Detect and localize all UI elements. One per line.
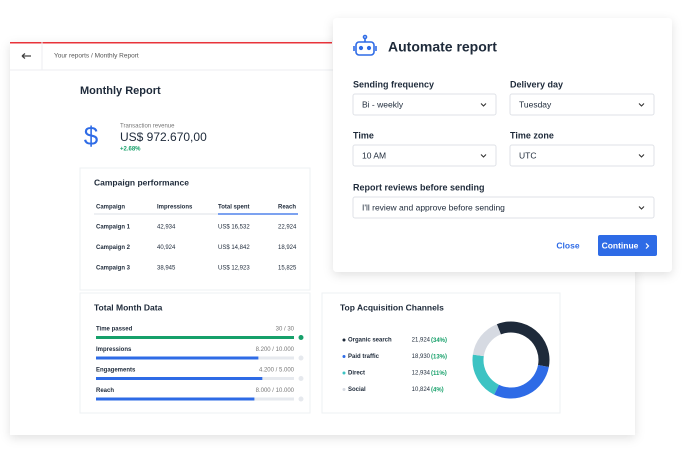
continue-chevron (645, 243, 650, 249)
dollar-icon: $ (84, 121, 99, 151)
chevron (480, 103, 487, 107)
table-cell: US$ 12,923 (218, 266, 250, 272)
table-cell: US$ 14,842 (218, 245, 250, 251)
progress-label: Impressions (96, 347, 132, 353)
report-title: Monthly Report (80, 85, 161, 97)
field-label: Time zone (510, 130, 554, 140)
progress-check (298, 335, 304, 340)
select-box[interactable] (352, 144, 497, 167)
field-label: Report reviews before sending (353, 182, 485, 192)
close-button: Close (556, 240, 579, 250)
table-cell: 18,924 (278, 245, 297, 251)
table-cell: 42,934 (157, 225, 176, 231)
channel-value: 12,934 (412, 371, 431, 377)
select-box[interactable] (509, 144, 655, 167)
top-accent (10, 42, 332, 44)
channel-share: (4%) (431, 387, 444, 393)
revenue-value: US$ 972.670,00 (120, 130, 207, 144)
table-cell: 38,945 (157, 266, 176, 272)
channel-share: (11%) (431, 371, 447, 377)
panel-title: Campaign performance (94, 177, 189, 187)
select-value: I'll review and approve before sending (362, 202, 505, 212)
panel-title: Top Acquisition Channels (340, 302, 444, 312)
revenue-change: +2.68% (120, 147, 141, 153)
field-label: Sending frequency (353, 79, 434, 89)
chevron (480, 154, 487, 158)
table-header: Campaign (96, 205, 125, 211)
chevron (638, 103, 645, 107)
progress-check (298, 396, 304, 402)
share: 13% (433, 354, 446, 360)
breadcrumb: Your reports / Monthly Report (54, 53, 139, 60)
share: 11% (433, 371, 445, 377)
month-panel (79, 292, 311, 414)
table-cell: 15,825 (278, 266, 297, 272)
progress-check (298, 376, 304, 381)
channel-dot (342, 371, 346, 375)
channel-value: 10,824 (412, 387, 431, 393)
progress-label: Reach (96, 388, 114, 394)
share: 34% (433, 338, 446, 344)
chevron (638, 154, 645, 158)
select-box[interactable] (352, 93, 497, 116)
progress-value: 30 / 30 (276, 327, 295, 333)
channel-dot (342, 338, 346, 342)
channel-name: Social (348, 387, 366, 393)
table-cell: Campaign 3 (96, 266, 131, 272)
progress-bar (96, 397, 255, 401)
table-cell: 22,924 (278, 225, 297, 231)
channel-share: (13%) (431, 354, 447, 360)
select-value: Tuesday (519, 99, 552, 109)
continue-label: Continue (602, 240, 639, 250)
select-value: UTC (519, 150, 536, 160)
modal-title: Automate report (388, 39, 497, 55)
progress-label: Engagements (96, 368, 136, 374)
progress-bar (96, 377, 263, 380)
continue-button[interactable] (598, 235, 657, 256)
donut-segment (496, 321, 550, 368)
field-label: Time (353, 130, 374, 140)
donut-segment (472, 354, 500, 395)
progress-bar (96, 336, 294, 339)
progress-check (298, 355, 304, 361)
channel-name: Direct (348, 371, 365, 377)
share: 4% (433, 387, 442, 393)
progress-value: 4.200 / 5.000 (259, 368, 295, 374)
campaign-panel (79, 167, 311, 291)
revenue-label: Transaction revenue (120, 124, 175, 130)
channel-dot (342, 388, 346, 391)
table-cell: 40,924 (157, 245, 176, 251)
donut-segment (494, 364, 549, 399)
channel-value: 18,930 (412, 354, 431, 360)
progress-bar (96, 356, 259, 360)
channel-dot (342, 355, 346, 358)
select-value: Bi - weekly (362, 99, 404, 109)
robot-icon (353, 34, 377, 56)
progress-value: 8.000 / 10.000 (256, 388, 295, 394)
channel-value: 21,924 (412, 338, 431, 344)
channel-name: Paid traffic (348, 354, 380, 360)
field-label: Delivery day (510, 79, 563, 89)
progress-label: Time passed (96, 327, 133, 333)
select-value: 10 AM (362, 150, 386, 160)
table-cell: Campaign 2 (96, 245, 131, 251)
table-header: Reach (278, 205, 296, 211)
back-arrow[interactable] (21, 53, 31, 59)
chevron (638, 206, 645, 210)
table-header: Impressions (157, 205, 193, 211)
select-box[interactable] (352, 196, 655, 219)
progress-value: 8.200 / 10.000 (256, 347, 295, 353)
panel-title: Total Month Data (94, 302, 163, 312)
table-cell: US$ 16,532 (218, 225, 250, 231)
select-box[interactable] (509, 93, 655, 116)
table-header: Total spent (218, 205, 250, 211)
table-cell: Campaign 1 (96, 225, 131, 231)
donut-segment (472, 324, 502, 357)
channel-name: Organic search (348, 338, 392, 344)
channel-share: (34%) (431, 338, 447, 344)
